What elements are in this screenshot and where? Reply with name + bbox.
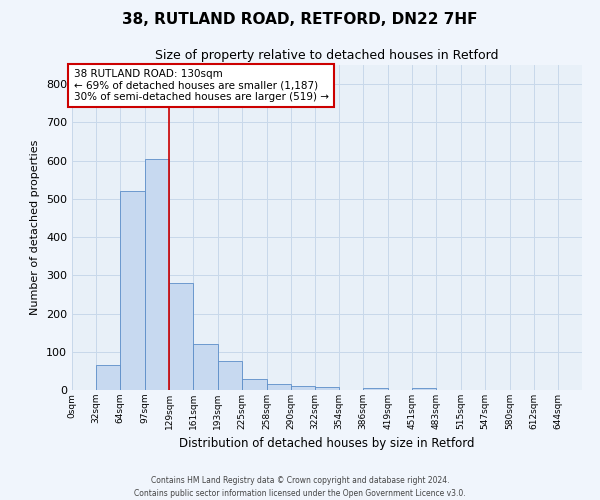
Bar: [169, 283, 193, 390]
Bar: [96, 365, 120, 390]
X-axis label: Distribution of detached houses by size in Retford: Distribution of detached houses by size …: [179, 438, 475, 450]
Bar: [291, 386, 315, 390]
Title: Size of property relative to detached houses in Retford: Size of property relative to detached ho…: [155, 50, 499, 62]
Text: 38 RUTLAND ROAD: 130sqm
← 69% of detached houses are smaller (1,187)
30% of semi: 38 RUTLAND ROAD: 130sqm ← 69% of detache…: [74, 69, 329, 102]
Bar: [266, 384, 291, 390]
Bar: [363, 388, 388, 390]
Bar: [242, 380, 266, 390]
Y-axis label: Number of detached properties: Number of detached properties: [31, 140, 40, 315]
Bar: [120, 191, 145, 390]
Bar: [193, 344, 218, 390]
Bar: [315, 387, 339, 390]
Bar: [218, 362, 242, 390]
Text: 38, RUTLAND ROAD, RETFORD, DN22 7HF: 38, RUTLAND ROAD, RETFORD, DN22 7HF: [122, 12, 478, 28]
Bar: [412, 388, 436, 390]
Text: Contains HM Land Registry data © Crown copyright and database right 2024.
Contai: Contains HM Land Registry data © Crown c…: [134, 476, 466, 498]
Bar: [145, 158, 169, 390]
